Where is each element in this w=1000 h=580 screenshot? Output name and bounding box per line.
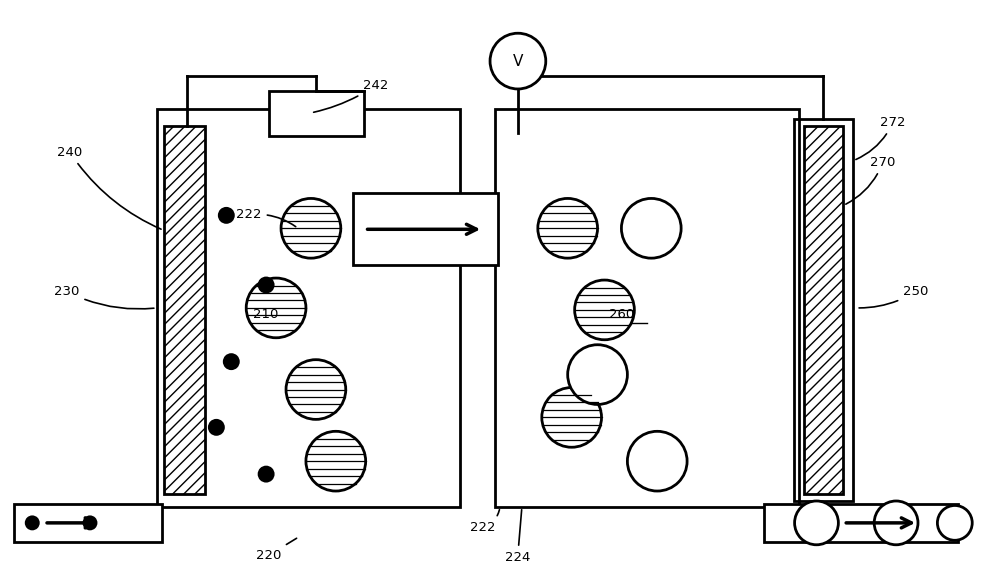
Text: 222: 222 (236, 208, 296, 227)
Text: 224: 224 (505, 510, 530, 564)
Circle shape (208, 419, 225, 436)
Circle shape (218, 207, 235, 224)
Bar (804, 126, 843, 494)
Circle shape (83, 516, 97, 530)
Circle shape (258, 466, 275, 483)
Text: 260: 260 (609, 309, 635, 321)
Bar (14, 504, 162, 542)
Text: 230: 230 (54, 285, 154, 309)
Circle shape (538, 198, 598, 258)
Circle shape (246, 278, 306, 338)
Circle shape (542, 387, 602, 447)
Text: 210: 210 (253, 309, 279, 321)
Circle shape (258, 277, 275, 293)
Text: 270: 270 (846, 155, 896, 204)
Text: 240: 240 (57, 146, 161, 229)
Text: 250: 250 (859, 285, 928, 308)
Circle shape (223, 353, 240, 370)
Circle shape (575, 280, 634, 340)
Bar (794, 119, 853, 501)
Bar (495, 109, 799, 507)
Bar (353, 194, 498, 265)
Text: V: V (513, 53, 523, 68)
Bar (269, 91, 364, 136)
Text: 220: 220 (256, 538, 297, 561)
Circle shape (281, 198, 341, 258)
Circle shape (25, 516, 40, 530)
Text: 242: 242 (314, 79, 388, 113)
Circle shape (937, 505, 972, 541)
Circle shape (306, 432, 366, 491)
Bar (164, 126, 205, 494)
Text: 222: 222 (470, 510, 499, 534)
Circle shape (568, 345, 627, 404)
Circle shape (874, 501, 918, 545)
Text: 272: 272 (856, 116, 906, 160)
Circle shape (286, 360, 346, 419)
Circle shape (795, 501, 838, 545)
Bar (157, 109, 460, 507)
Circle shape (621, 198, 681, 258)
Circle shape (490, 33, 546, 89)
Bar (764, 504, 958, 542)
Circle shape (627, 432, 687, 491)
